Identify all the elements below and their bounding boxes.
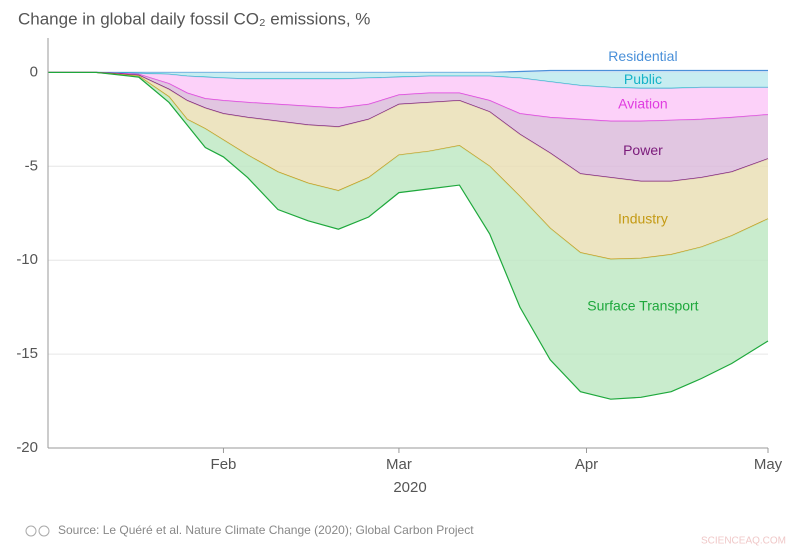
- series-label: Industry: [618, 211, 668, 227]
- y-tick-label: -5: [25, 157, 38, 174]
- x-tick-label: May: [754, 456, 783, 473]
- series-label: Surface Transport: [587, 298, 698, 314]
- area-edge: [48, 71, 769, 400]
- y-tick-label: 0: [30, 63, 38, 80]
- x-axis-label: 2020: [393, 479, 426, 496]
- area: [48, 72, 768, 182]
- cc-icons: [25, 525, 50, 537]
- x-tick-label: Mar: [386, 456, 412, 473]
- y-tick-label: -10: [16, 251, 38, 268]
- y-tick-label: -20: [16, 439, 38, 456]
- series-label: Residential: [608, 48, 677, 64]
- area: [48, 72, 768, 89]
- chart-title: Change in global daily fossil CO₂ emissi…: [18, 9, 370, 28]
- area: [48, 72, 768, 400]
- area-edge: [48, 71, 769, 122]
- series-label: Aviation: [618, 96, 668, 112]
- source: Source: Le Quéré et al. Nature Climate C…: [58, 523, 474, 537]
- area: [48, 72, 768, 260]
- y-tick-label: -15: [16, 345, 38, 362]
- area: [48, 72, 768, 122]
- series-label: Public: [624, 71, 662, 87]
- x-tick-label: Feb: [211, 456, 237, 473]
- watermark: SCIENCEAQ.COM: [701, 536, 786, 547]
- x-tick-label: Apr: [575, 456, 598, 473]
- area-edge: [48, 71, 769, 182]
- area-edge: [48, 69, 768, 74]
- series-label: Power: [623, 142, 663, 158]
